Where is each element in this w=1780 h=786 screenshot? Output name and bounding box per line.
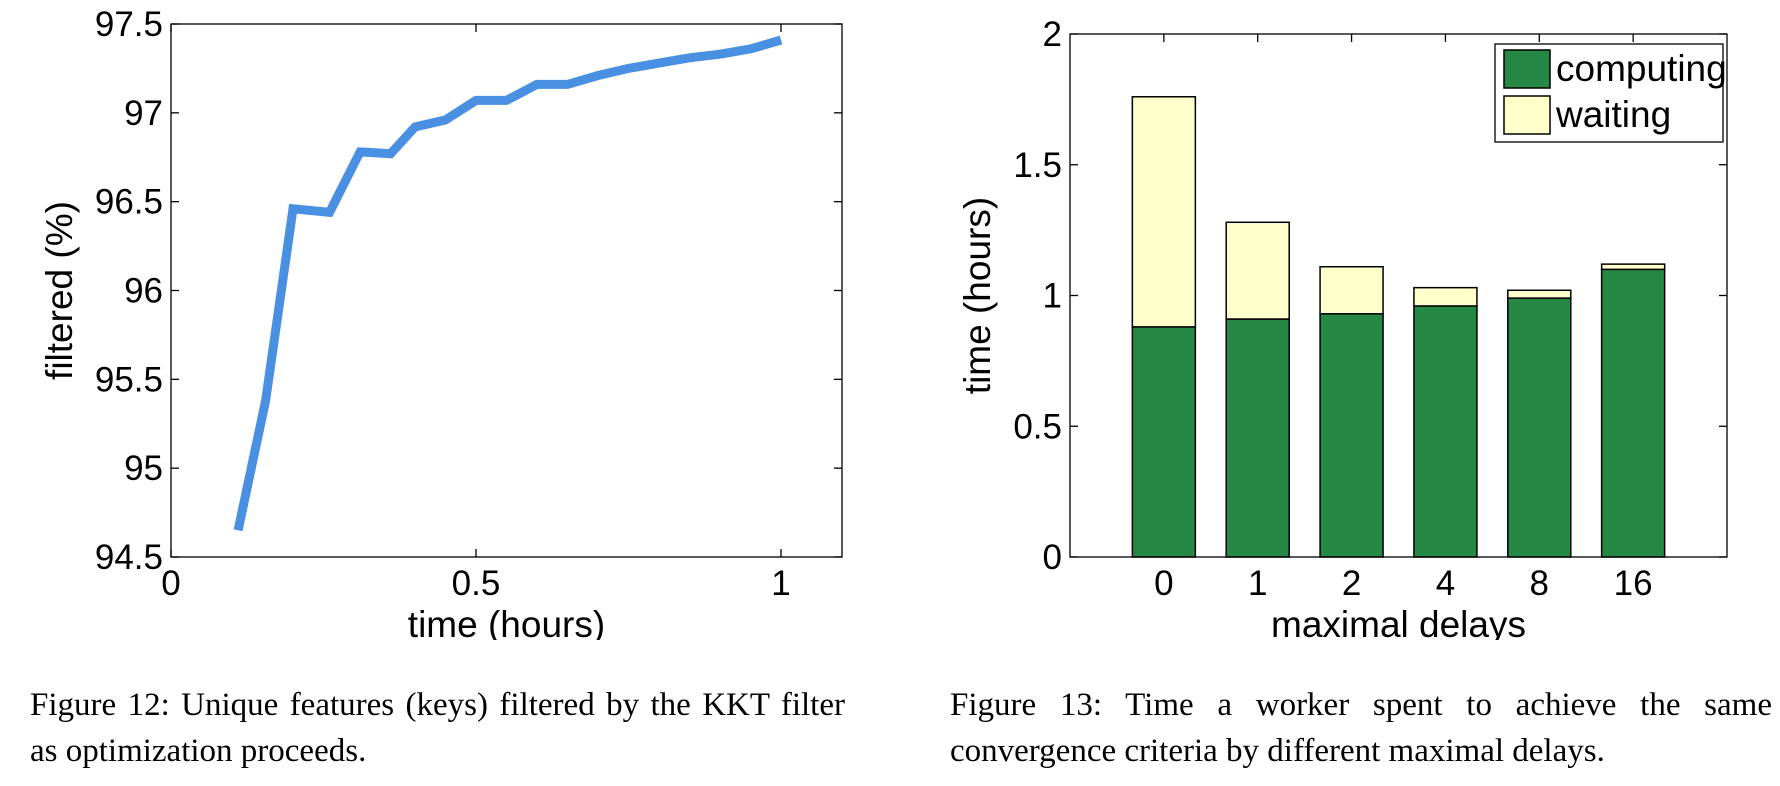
x-tick-label: 16 bbox=[1614, 564, 1653, 603]
bar-computing bbox=[1600, 268, 1666, 558]
x-tick-label: 0.5 bbox=[452, 564, 501, 603]
y-tick-label: 97.5 bbox=[95, 5, 163, 44]
bar-waiting bbox=[1413, 286, 1478, 307]
y-tick-label: 2 bbox=[1043, 15, 1062, 54]
legend-swatch-waiting bbox=[1503, 95, 1551, 135]
x-tick-label: 4 bbox=[1436, 564, 1455, 603]
x-tick-label: 1 bbox=[1248, 564, 1267, 603]
legend-label-computing: computing bbox=[1556, 48, 1727, 89]
x-tick-label: 8 bbox=[1530, 564, 1549, 603]
legend-label-waiting: waiting bbox=[1555, 94, 1671, 135]
y-tick-label: 1.5 bbox=[1013, 146, 1062, 185]
bar-waiting bbox=[1131, 96, 1197, 328]
bar-computing bbox=[1225, 318, 1290, 558]
bar-computing bbox=[1413, 305, 1478, 558]
y-tick-label: 0.5 bbox=[1013, 407, 1062, 446]
legend-swatch-computing bbox=[1503, 49, 1551, 89]
x-axis-title: time (hours) bbox=[408, 604, 605, 640]
bar-waiting bbox=[1507, 289, 1572, 299]
figure-12-caption: Figure 12: Unique features (keys) filter… bbox=[30, 687, 845, 769]
y-tick-label: 95 bbox=[124, 449, 163, 488]
x-tick-label: 1 bbox=[771, 564, 790, 603]
x-axis-title: maximal delays bbox=[1271, 604, 1526, 640]
bar-waiting bbox=[1225, 221, 1290, 320]
bar-computing bbox=[1319, 313, 1384, 558]
y-tick-label: 1 bbox=[1043, 277, 1062, 316]
bar-waiting bbox=[1319, 265, 1384, 315]
bar-waiting bbox=[1600, 263, 1666, 271]
figure-13-caption: Figure 13: Time a worker spent to achiev… bbox=[950, 687, 1772, 769]
y-tick-label: 97 bbox=[124, 94, 163, 133]
y-tick-label: 95.5 bbox=[95, 360, 163, 399]
x-tick-label: 0 bbox=[161, 564, 180, 603]
bar-computing bbox=[1507, 297, 1572, 558]
y-tick-label: 96 bbox=[124, 272, 163, 311]
y-tick-label: 94.5 bbox=[95, 538, 163, 577]
x-tick-label: 2 bbox=[1342, 564, 1361, 603]
y-axis-title: time (hours) bbox=[957, 197, 998, 394]
delay-bar-chart: 0 0.5 1 1.5 2 0 1 2 4 8 16 maximal delays time (hour… bbox=[957, 15, 1728, 640]
series-line bbox=[233, 35, 783, 532]
figures: 94.5 95 95.5 96 96.5 97 97.5 0 0.5 1 time (hours) f… bbox=[39, 5, 1728, 640]
bar-computing bbox=[1131, 326, 1197, 558]
x-tick-label: 0 bbox=[1154, 564, 1173, 603]
filtered-line-chart: 94.5 95 95.5 96 96.5 97 97.5 0 0.5 1 time (hours) f… bbox=[39, 5, 843, 640]
y-tick-label: 96.5 bbox=[95, 183, 163, 222]
y-axis-title: filtered (%) bbox=[39, 201, 80, 380]
y-tick-label: 0 bbox=[1043, 538, 1062, 577]
